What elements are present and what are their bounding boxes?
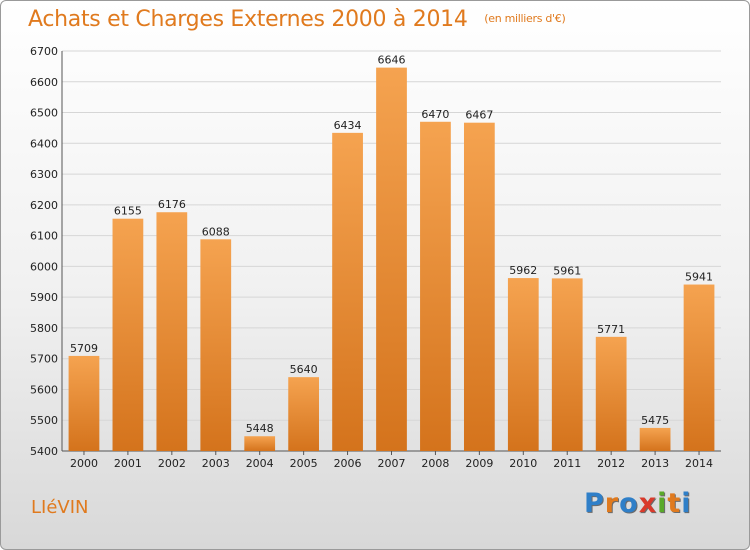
bars <box>68 67 715 452</box>
bar-2012 <box>595 336 627 451</box>
bar-2013 <box>639 427 671 451</box>
y-tick-label: 5500 <box>30 414 58 427</box>
value-label-2009: 6467 <box>465 109 493 122</box>
logo-letter: o <box>619 488 639 519</box>
value-labels: 5709 6155 6176 6088 5448 5640 6434 6646 6470 6467… <box>70 54 713 436</box>
logo-letter: P <box>584 488 605 519</box>
value-label-2004: 5448 <box>246 422 274 435</box>
x-tick-label-2012: 2012 <box>597 457 625 470</box>
value-label-2013: 5475 <box>641 414 669 427</box>
chart-title-block: Achats et Charges Externes 2000 à 2014 (… <box>28 7 566 32</box>
y-tick-label: 5700 <box>30 353 58 366</box>
value-label-2006: 6434 <box>334 119 362 132</box>
y-tick-label: 6400 <box>30 137 58 150</box>
x-tick-label-2000: 2000 <box>70 457 98 470</box>
y-tick-label: 6600 <box>30 76 58 89</box>
bar-2010 <box>507 278 539 451</box>
x-tick-label-2011: 2011 <box>553 457 581 470</box>
logo-letter: i <box>657 488 668 519</box>
bar-2011 <box>551 278 583 451</box>
chart-subtitle: (en milliers d'€) <box>484 12 566 25</box>
bar-2000 <box>68 355 100 451</box>
bar-2005 <box>288 377 320 451</box>
x-tick-labels: 2000 2001 2002 2003 2004 2005 2006 2007 2008 2009… <box>70 457 713 470</box>
y-tick-label: 6000 <box>30 260 58 273</box>
y-tick-label: 5400 <box>30 445 58 458</box>
y-tick-label: 5800 <box>30 322 58 335</box>
bar-2009 <box>463 122 495 451</box>
logo-letter: i <box>681 488 692 519</box>
y-tick-label: 6200 <box>30 199 58 212</box>
value-label-2003: 6088 <box>202 225 230 238</box>
x-tick-label-2006: 2006 <box>334 457 362 470</box>
x-tick-label-2007: 2007 <box>378 457 406 470</box>
bar-2014 <box>683 284 715 451</box>
x-tick-label-2013: 2013 <box>641 457 669 470</box>
logo-letter: t <box>667 488 682 519</box>
x-tick-label-2005: 2005 <box>290 457 318 470</box>
logo-letter: r <box>604 488 620 519</box>
x-tick-label-2009: 2009 <box>465 457 493 470</box>
y-tick-label: 6300 <box>30 168 58 181</box>
bar-2008 <box>420 121 451 452</box>
x-tick-label-2008: 2008 <box>421 457 449 470</box>
x-tick-label-2010: 2010 <box>509 457 537 470</box>
bar-2006 <box>332 132 363 451</box>
y-tick-label: 5900 <box>30 291 58 304</box>
value-label-2005: 5640 <box>290 363 318 376</box>
value-label-2008: 6470 <box>421 108 449 121</box>
city-name: LIéVIN <box>31 497 89 518</box>
value-label-2012: 5771 <box>597 323 625 336</box>
value-label-2007: 6646 <box>378 54 406 67</box>
proxiti-logo: Proxiti <box>584 488 692 519</box>
x-tick-label-2014: 2014 <box>685 457 713 470</box>
bar-2007 <box>376 67 407 451</box>
value-label-2011: 5961 <box>553 264 581 277</box>
value-label-2002: 6176 <box>158 198 186 211</box>
x-tick-label-2002: 2002 <box>158 457 186 470</box>
y-tick-label: 6700 <box>30 45 58 58</box>
y-tick-labels: 5400 5500 5600 5700 5800 5900 6000 6100 6200 6300… <box>30 45 58 458</box>
y-tick-label: 5600 <box>30 383 58 396</box>
bar-2001 <box>112 218 144 451</box>
value-label-2000: 5709 <box>70 342 98 355</box>
bar-2002 <box>156 212 188 451</box>
chart-title: Achats et Charges Externes 2000 à 2014 <box>28 7 468 32</box>
y-tick-label: 6500 <box>30 107 58 120</box>
x-tick-label-2001: 2001 <box>114 457 142 470</box>
x-tick-label-2003: 2003 <box>202 457 230 470</box>
value-label-2001: 6155 <box>114 205 142 218</box>
value-label-2014: 5941 <box>685 271 713 284</box>
bar-2004 <box>244 436 276 451</box>
x-tick-label-2004: 2004 <box>246 457 274 470</box>
bar-2003 <box>200 239 232 451</box>
value-label-2010: 5962 <box>509 264 537 277</box>
y-tick-label: 6100 <box>30 230 58 243</box>
logo-letter: x <box>638 488 658 519</box>
